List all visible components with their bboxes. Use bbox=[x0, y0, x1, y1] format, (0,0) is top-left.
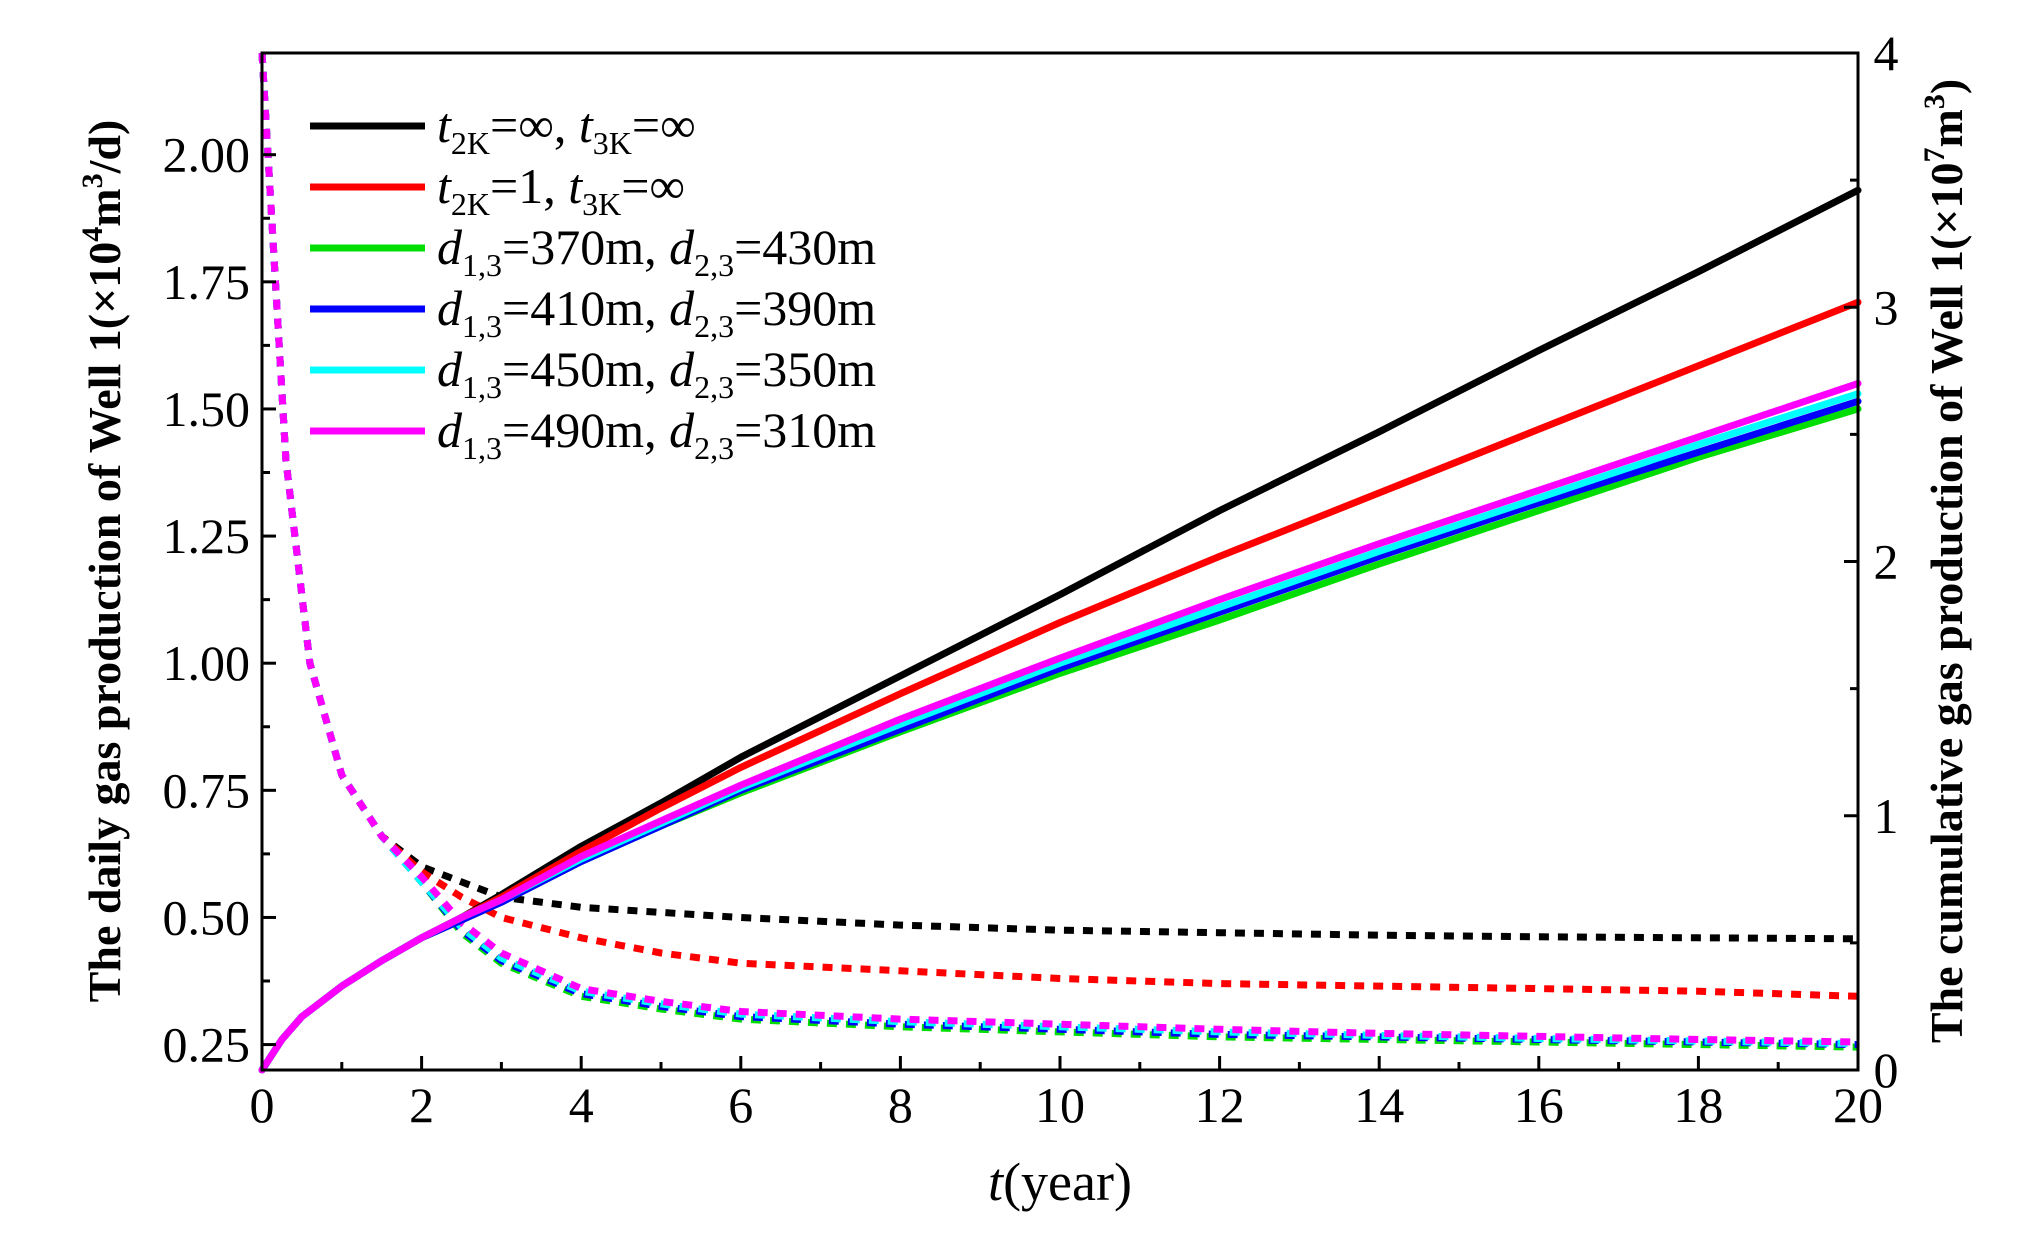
y-left-tick-label: 0.25 bbox=[163, 1017, 251, 1073]
legend-label-5: d1,3=450m, d2,3=350m bbox=[437, 341, 876, 405]
y-left-tick-label: 0.75 bbox=[163, 762, 251, 818]
x-tick-label: 12 bbox=[1195, 1077, 1245, 1133]
y-right-tick-label: 2 bbox=[1874, 534, 1899, 590]
x-tick-label: 4 bbox=[569, 1077, 594, 1133]
legend: t2K=∞, t3K=∞t2K=1, t3K=∞d1,3=370m, d2,3=… bbox=[310, 97, 876, 466]
legend-label-4: d1,3=410m, d2,3=390m bbox=[437, 280, 876, 344]
x-tick-label: 0 bbox=[250, 1077, 275, 1133]
y-left-tick-label: 1.50 bbox=[163, 381, 251, 437]
cumulative-series-line-4 bbox=[258, 397, 1862, 1074]
legend-label-1: t2K=∞, t3K=∞ bbox=[437, 97, 696, 161]
cumulative-series-line-5 bbox=[258, 390, 1862, 1074]
series-layer bbox=[258, 52, 1862, 1074]
x-tick-label: 2 bbox=[409, 1077, 434, 1133]
y-left-tick-label: 0.50 bbox=[163, 889, 251, 945]
y-right-axis-title: The cumulative gas production of Well 1(… bbox=[1918, 79, 1972, 1043]
x-tick-label: 8 bbox=[888, 1077, 913, 1133]
y-right-tick-label: 3 bbox=[1874, 279, 1899, 335]
x-tick-label: 16 bbox=[1514, 1077, 1564, 1133]
cumulative-series-line-3 bbox=[258, 405, 1862, 1074]
x-tick-label: 10 bbox=[1035, 1077, 1085, 1133]
legend-label-6: d1,3=490m, d2,3=310m bbox=[437, 402, 876, 466]
y-left-axis-title: The daily gas production of Well 1(×104m… bbox=[76, 120, 130, 1003]
y-left-tick-label: 1.75 bbox=[163, 254, 251, 310]
x-tick-label: 6 bbox=[728, 1077, 753, 1133]
y-right-tick-label: 1 bbox=[1874, 788, 1899, 844]
legend-label-2: t2K=1, t3K=∞ bbox=[437, 158, 685, 222]
x-tick-label: 20 bbox=[1833, 1077, 1883, 1133]
x-tick-label: 18 bbox=[1673, 1077, 1723, 1133]
daily-series-line-6 bbox=[258, 52, 1859, 1046]
x-tick-label: 14 bbox=[1354, 1077, 1404, 1133]
x-axis-title: t(year) bbox=[988, 1152, 1132, 1212]
cumulative-series-line-6 bbox=[258, 380, 1862, 1074]
y-left-tick-label: 1.25 bbox=[163, 508, 251, 564]
y-left-tick-label: 1.00 bbox=[163, 635, 251, 691]
y-right-tick-label: 4 bbox=[1874, 25, 1899, 81]
axes-layer: 0 2 4 6 8 10 12 14 16 18 200.250.500.751.001.251.5… bbox=[163, 25, 1899, 1133]
y-left-tick-label: 2.00 bbox=[163, 127, 251, 183]
y-right-tick-label: 0 bbox=[1874, 1042, 1899, 1098]
legend-label-3: d1,3=370m, d2,3=430m bbox=[437, 219, 876, 283]
